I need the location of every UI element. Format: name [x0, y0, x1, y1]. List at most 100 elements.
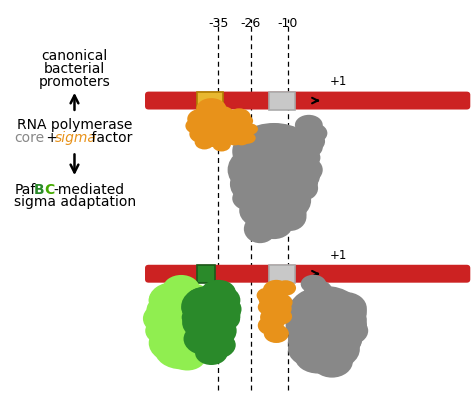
Ellipse shape: [163, 288, 214, 325]
Ellipse shape: [201, 280, 236, 304]
Ellipse shape: [297, 302, 367, 351]
Ellipse shape: [263, 297, 292, 319]
Ellipse shape: [151, 328, 188, 354]
Ellipse shape: [228, 108, 251, 126]
Text: core: core: [14, 131, 44, 145]
Ellipse shape: [288, 331, 339, 368]
Ellipse shape: [297, 130, 325, 152]
Ellipse shape: [170, 313, 211, 344]
Ellipse shape: [255, 211, 292, 239]
Ellipse shape: [197, 117, 224, 137]
Ellipse shape: [208, 287, 238, 309]
Ellipse shape: [200, 294, 242, 325]
Ellipse shape: [232, 123, 316, 180]
Ellipse shape: [143, 302, 187, 335]
Ellipse shape: [185, 118, 208, 134]
Text: -35: -35: [208, 17, 228, 30]
Ellipse shape: [307, 286, 334, 306]
Ellipse shape: [290, 136, 323, 159]
Ellipse shape: [149, 282, 200, 318]
Ellipse shape: [253, 164, 313, 209]
Ellipse shape: [270, 309, 292, 325]
Ellipse shape: [289, 311, 327, 339]
Bar: [197, 92, 223, 109]
Ellipse shape: [311, 292, 367, 333]
Ellipse shape: [301, 275, 326, 293]
Ellipse shape: [181, 286, 237, 327]
Text: -10: -10: [278, 17, 298, 30]
Ellipse shape: [239, 132, 255, 144]
Ellipse shape: [232, 172, 269, 200]
Ellipse shape: [216, 115, 244, 135]
Ellipse shape: [189, 125, 215, 143]
Ellipse shape: [290, 176, 318, 200]
Ellipse shape: [196, 98, 227, 119]
Ellipse shape: [188, 313, 237, 349]
Ellipse shape: [228, 143, 302, 196]
Ellipse shape: [239, 192, 290, 229]
Ellipse shape: [212, 138, 231, 152]
Text: sigma adaptation: sigma adaptation: [14, 195, 137, 209]
Ellipse shape: [195, 342, 228, 365]
Ellipse shape: [196, 331, 236, 359]
Ellipse shape: [230, 161, 290, 206]
Ellipse shape: [183, 322, 230, 356]
Ellipse shape: [269, 294, 292, 311]
Ellipse shape: [154, 292, 219, 341]
Ellipse shape: [187, 297, 240, 335]
Ellipse shape: [258, 299, 280, 315]
Ellipse shape: [235, 114, 253, 128]
Ellipse shape: [232, 160, 274, 192]
Ellipse shape: [288, 286, 362, 339]
Text: factor: factor: [87, 131, 132, 145]
Ellipse shape: [244, 215, 276, 243]
Ellipse shape: [233, 133, 250, 145]
Ellipse shape: [316, 306, 367, 343]
Ellipse shape: [182, 294, 221, 323]
Text: bacterial: bacterial: [44, 62, 105, 76]
Ellipse shape: [207, 126, 234, 145]
Ellipse shape: [196, 284, 240, 316]
Ellipse shape: [232, 186, 265, 211]
Ellipse shape: [263, 280, 290, 300]
Ellipse shape: [286, 300, 351, 349]
Text: +1: +1: [330, 75, 347, 88]
FancyBboxPatch shape: [145, 265, 470, 282]
Ellipse shape: [295, 158, 323, 182]
Ellipse shape: [325, 292, 367, 325]
Ellipse shape: [224, 131, 245, 145]
Ellipse shape: [304, 329, 360, 370]
Ellipse shape: [259, 289, 287, 310]
Text: C: C: [44, 183, 54, 197]
Ellipse shape: [251, 150, 320, 198]
Ellipse shape: [195, 135, 214, 150]
Ellipse shape: [256, 287, 277, 303]
Ellipse shape: [300, 291, 332, 313]
Ellipse shape: [155, 313, 212, 356]
Ellipse shape: [146, 293, 193, 328]
Ellipse shape: [288, 145, 320, 170]
Text: canonical: canonical: [41, 49, 108, 63]
Ellipse shape: [225, 118, 248, 135]
Ellipse shape: [149, 287, 186, 313]
Text: sigma: sigma: [55, 131, 96, 145]
Ellipse shape: [206, 106, 236, 128]
Text: B: B: [34, 183, 44, 197]
Ellipse shape: [264, 324, 289, 343]
Ellipse shape: [304, 280, 332, 300]
Ellipse shape: [276, 152, 318, 184]
Ellipse shape: [145, 316, 185, 345]
Bar: [197, 265, 215, 282]
Ellipse shape: [248, 204, 290, 237]
Ellipse shape: [258, 316, 284, 335]
Ellipse shape: [316, 323, 362, 355]
Ellipse shape: [203, 131, 224, 147]
Ellipse shape: [163, 275, 200, 303]
Ellipse shape: [218, 125, 240, 141]
Text: -mediated: -mediated: [54, 183, 125, 197]
Ellipse shape: [146, 303, 207, 348]
Text: +: +: [42, 131, 62, 145]
Ellipse shape: [288, 327, 325, 355]
Ellipse shape: [274, 202, 307, 231]
Text: +1: +1: [330, 249, 347, 261]
